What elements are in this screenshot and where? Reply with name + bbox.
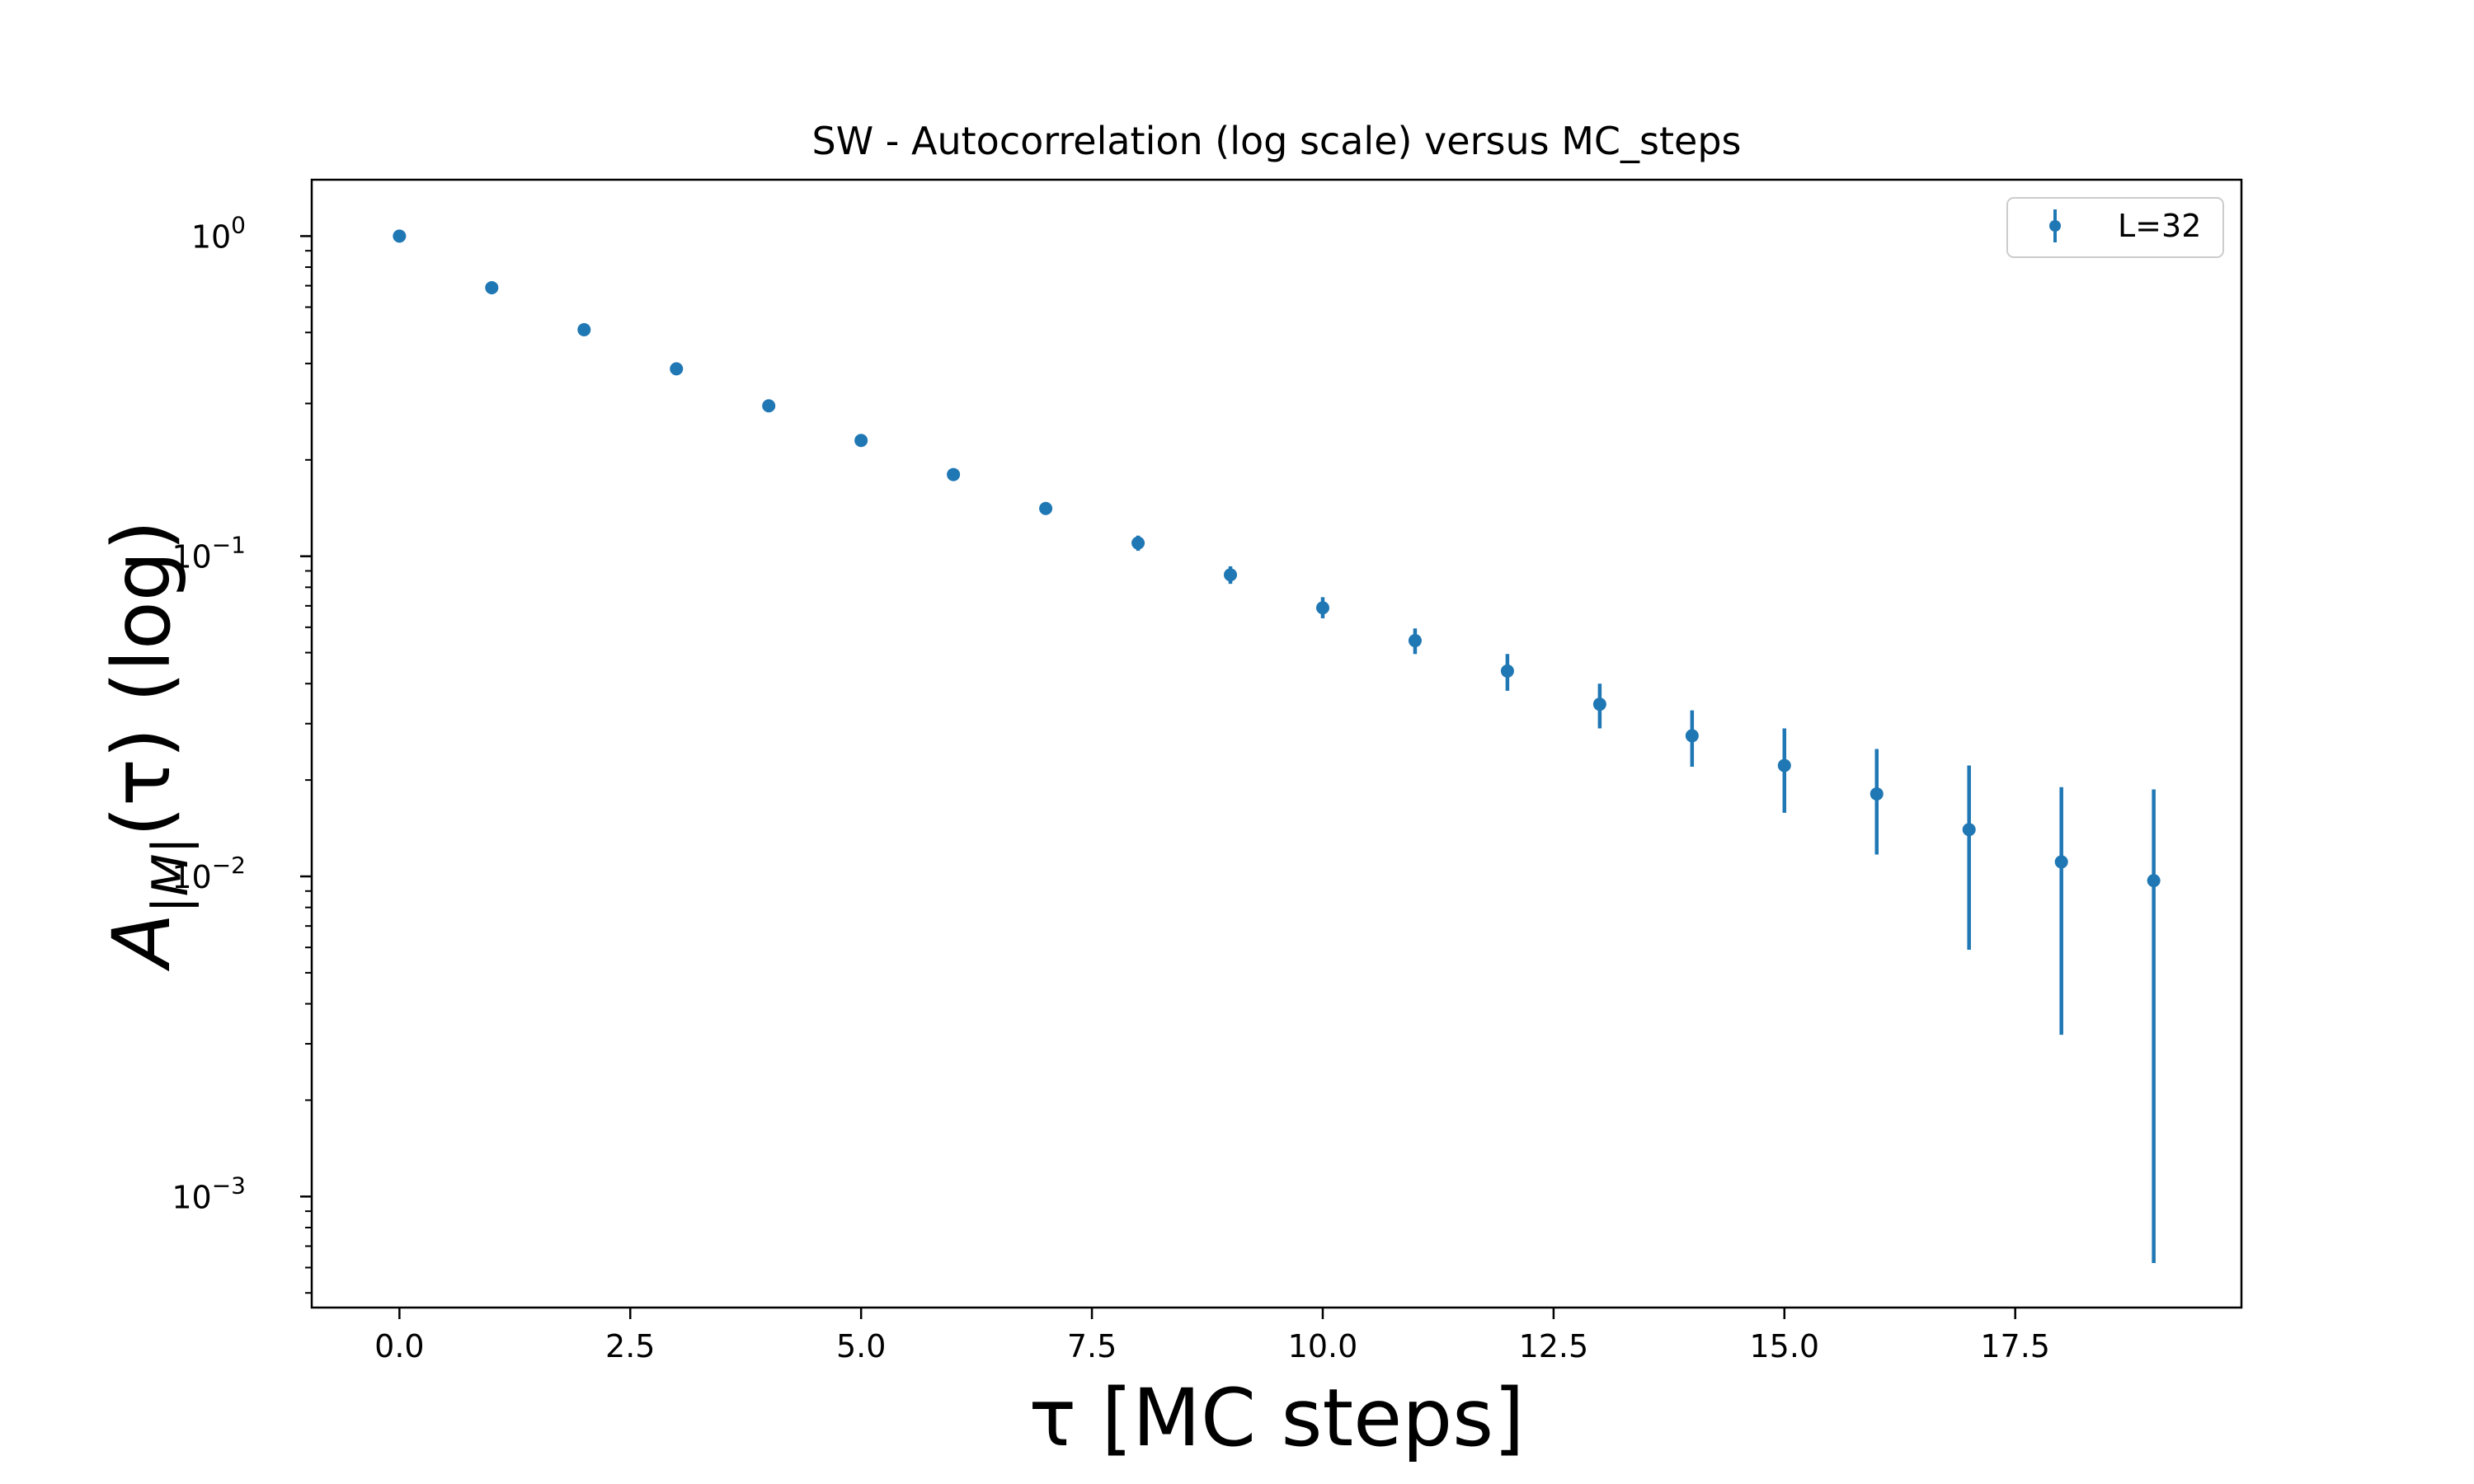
- x-tick-label: 12.5: [1519, 1328, 1589, 1364]
- y-axis-label-rest: (τ) (log): [96, 520, 188, 837]
- data-point: [762, 399, 776, 413]
- data-point: [1685, 729, 1699, 743]
- x-tick-label: 7.5: [1067, 1328, 1117, 1364]
- x-tick-label: 0.0: [374, 1328, 424, 1364]
- data-point: [1408, 634, 1422, 648]
- legend: L=32: [2006, 197, 2224, 258]
- data-point: [1315, 601, 1329, 615]
- x-tick-label: 17.5: [1980, 1328, 2050, 1364]
- data-point: [393, 229, 407, 243]
- data-point: [2054, 855, 2068, 869]
- data-point: [1039, 501, 1053, 515]
- data-point: [854, 434, 868, 448]
- x-tick-label: 15.0: [1749, 1328, 1819, 1364]
- data-point: [485, 280, 499, 294]
- y-tick-exponent: −2: [212, 852, 246, 879]
- x-axis-label: τ [MC steps]: [1028, 1372, 1524, 1464]
- legend-box: [2006, 197, 2224, 258]
- axes-frame: [310, 178, 2243, 1309]
- data-point: [1131, 536, 1145, 550]
- data-point: [1592, 697, 1606, 711]
- data-point: [2147, 874, 2161, 888]
- data-point: [1777, 758, 1791, 773]
- chart-title: SW - Autocorrelation (log scale) versus …: [812, 119, 1742, 163]
- x-tick-label: 10.0: [1288, 1328, 1358, 1364]
- data-point: [947, 467, 961, 481]
- x-tick-label: 5.0: [836, 1328, 886, 1364]
- y-axis-label: A|M|(τ) (log): [96, 520, 200, 972]
- data-point: [577, 322, 591, 336]
- data-point: [1962, 823, 1976, 837]
- y-axis-label-symbol: A: [96, 913, 188, 973]
- legend-point-marker: [2049, 220, 2061, 232]
- y-tick-exponent: 0: [231, 211, 246, 238]
- data-point: [670, 362, 684, 376]
- y-axis-label-subscript: |M|: [142, 837, 200, 913]
- y-tick-exponent: −3: [212, 1172, 246, 1199]
- x-axis: 0.0 2.5 5.0 7.5 10.0 12.5 15.0 17.5: [374, 1308, 2050, 1364]
- legend-label: L=32: [2118, 208, 2201, 244]
- data-point: [1870, 787, 1884, 801]
- data-point: [1224, 568, 1238, 582]
- data-point: [1500, 664, 1514, 678]
- x-tick-label: 2.5: [605, 1328, 655, 1364]
- y-tick-exponent: −1: [212, 532, 246, 559]
- plot-area: [393, 229, 2161, 1263]
